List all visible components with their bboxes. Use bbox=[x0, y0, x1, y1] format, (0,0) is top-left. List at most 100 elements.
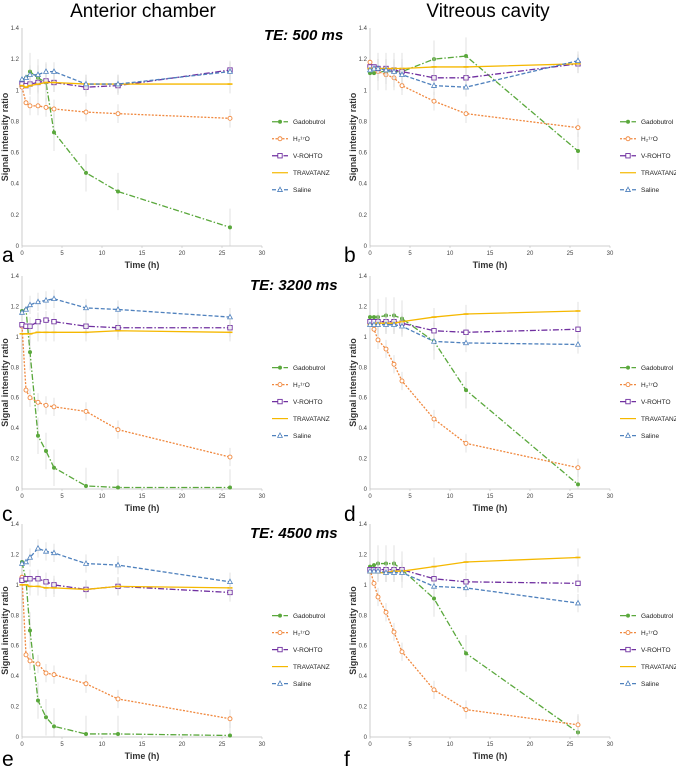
data-point bbox=[228, 485, 232, 490]
legend-label: TRAVATANZ bbox=[293, 170, 330, 177]
data-point bbox=[574, 57, 582, 63]
legend-item: TRAVATANZ bbox=[620, 664, 676, 671]
legend-item: Saline bbox=[272, 186, 311, 194]
data-point bbox=[115, 111, 121, 117]
data-point bbox=[366, 567, 374, 574]
series-v-rohto bbox=[367, 312, 581, 342]
series-saline bbox=[18, 289, 234, 327]
data-point bbox=[431, 687, 437, 693]
data-point bbox=[432, 596, 436, 601]
chart-panel-b: b 0 0.2 0.4 0.6 0.8 1 1.2 1.4 0 5 10 15 20 25 30 Time (h… bbox=[344, 26, 676, 270]
data-point bbox=[391, 629, 397, 635]
data-point bbox=[227, 454, 233, 460]
y-axis-title: Signal intensity ratio bbox=[348, 586, 358, 675]
y-tick-label: 1.4 bbox=[11, 522, 20, 528]
column-title-vitreous: Vitreous cavity bbox=[426, 1, 550, 22]
data-point bbox=[28, 628, 32, 633]
legend-item: V-ROHTO bbox=[272, 153, 323, 160]
data-point bbox=[23, 100, 29, 106]
series-line bbox=[21, 577, 231, 720]
legend-item: V-ROHTO bbox=[272, 399, 323, 406]
data-point bbox=[374, 65, 382, 71]
series-line bbox=[370, 570, 579, 604]
y-tick-label: 0 bbox=[16, 735, 20, 741]
data-point bbox=[462, 584, 470, 591]
panel-letter: b bbox=[344, 244, 356, 267]
y-tick-label: 1.2 bbox=[11, 57, 20, 63]
x-tick-label: 20 bbox=[527, 251, 534, 257]
data-point bbox=[84, 731, 88, 736]
data-point bbox=[576, 482, 580, 487]
x-tick-label: 15 bbox=[139, 494, 146, 500]
legend-item: TRAVATANZ bbox=[272, 416, 330, 423]
y-tick-label: 0.8 bbox=[359, 365, 368, 371]
legend-label: TRAVATANZ bbox=[293, 416, 330, 423]
y-tick-label: 0.4 bbox=[359, 674, 368, 680]
data-point bbox=[35, 103, 41, 109]
y-tick-label: 0 bbox=[364, 735, 368, 741]
y-tick-label: 0.6 bbox=[11, 151, 20, 157]
legend-label: Saline bbox=[293, 681, 311, 688]
legend-label: V-ROHTO bbox=[641, 647, 671, 654]
data-point bbox=[84, 483, 88, 488]
data-point bbox=[83, 109, 89, 115]
data-point bbox=[27, 103, 33, 109]
x-tick-label: 10 bbox=[447, 251, 454, 257]
series-saline bbox=[18, 62, 234, 94]
data-point bbox=[463, 111, 469, 117]
y-tick-label: 0 bbox=[364, 244, 368, 250]
legend-marker bbox=[278, 119, 282, 124]
legend-marker bbox=[276, 680, 284, 686]
series-h2o17 bbox=[367, 319, 581, 477]
data-point bbox=[382, 321, 390, 327]
x-tick-label: 30 bbox=[607, 251, 614, 257]
legend-label: Gadobutrol bbox=[641, 365, 674, 372]
y-tick-label: 1 bbox=[16, 583, 20, 589]
data-point bbox=[398, 71, 406, 77]
data-point bbox=[366, 66, 374, 73]
y-tick-label: 0.8 bbox=[11, 119, 20, 125]
data-point bbox=[464, 651, 468, 656]
legend-item: Saline bbox=[272, 680, 311, 688]
y-tick-label: 0.8 bbox=[11, 613, 20, 619]
legend-item: V-ROHTO bbox=[620, 399, 671, 406]
legend-item: H₂¹⁷O bbox=[272, 630, 310, 637]
data-point bbox=[370, 65, 378, 71]
x-tick-label: 10 bbox=[447, 494, 454, 500]
y-tick-label: 0.6 bbox=[359, 396, 368, 402]
data-point bbox=[115, 427, 121, 433]
legend-marker bbox=[276, 432, 284, 438]
x-tick-label: 5 bbox=[60, 494, 64, 500]
legend-marker bbox=[276, 186, 284, 192]
legend-marker bbox=[626, 365, 630, 370]
x-tick-label: 0 bbox=[20, 251, 24, 257]
data-point bbox=[226, 68, 234, 74]
data-point bbox=[463, 440, 469, 446]
legend-label: H₂¹⁷O bbox=[641, 136, 658, 143]
legend-marker bbox=[625, 398, 631, 405]
y-tick-label: 1.4 bbox=[11, 26, 20, 32]
y-tick-label: 0.4 bbox=[359, 426, 368, 432]
x-tick-label: 25 bbox=[219, 742, 226, 748]
legend-label: Gadobutrol bbox=[641, 119, 674, 126]
data-point bbox=[28, 350, 32, 355]
y-tick-label: 1 bbox=[364, 335, 368, 341]
x-axis-title: Time (h) bbox=[473, 260, 508, 270]
legend-marker bbox=[625, 646, 631, 653]
data-point bbox=[575, 326, 581, 332]
data-point bbox=[226, 578, 234, 585]
legend-marker bbox=[625, 382, 631, 388]
series-gadobutrol bbox=[368, 37, 580, 170]
x-tick-label: 0 bbox=[368, 742, 372, 748]
legend-label: Gadobutrol bbox=[293, 613, 326, 620]
data-point bbox=[35, 399, 41, 405]
data-point bbox=[390, 569, 398, 575]
y-tick-label: 0.2 bbox=[359, 705, 368, 711]
y-axis-title: Signal intensity ratio bbox=[348, 338, 358, 427]
y-tick-label: 0.6 bbox=[11, 396, 20, 402]
data-point bbox=[371, 326, 377, 332]
x-tick-label: 10 bbox=[99, 494, 106, 500]
data-point bbox=[51, 672, 57, 678]
data-point bbox=[366, 321, 374, 327]
legend-item: V-ROHTO bbox=[272, 647, 323, 654]
